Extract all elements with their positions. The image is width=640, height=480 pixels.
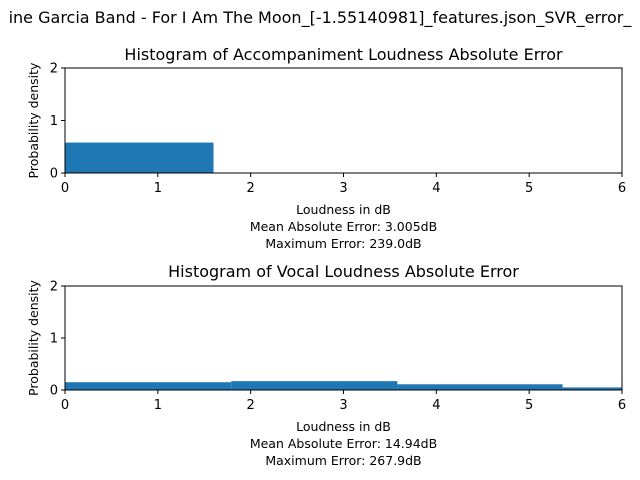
- vocal-histogram-panel: Histogram of Vocal Loudness Absolute Err…: [26, 262, 626, 468]
- vocal-ytick-label-2: 2: [50, 280, 58, 295]
- vocal-xtick-label-3: 3: [339, 398, 347, 413]
- vocal-xlabel-line-1: Mean Absolute Error: 14.94dB: [250, 436, 437, 451]
- accompaniment-xtick-label-2: 2: [247, 181, 255, 196]
- vocal-ylabel: Probability density: [26, 279, 41, 395]
- accompaniment-xtick-label-6: 6: [618, 181, 626, 196]
- vocal-xtick-label-6: 6: [618, 398, 626, 413]
- vocal-bars: [65, 381, 622, 390]
- vocal-xtick-label-0: 0: [61, 398, 69, 413]
- accompaniment-histogram-panel: Histogram of Accompaniment Loudness Abso…: [26, 45, 626, 251]
- vocal-xtick-label-5: 5: [525, 398, 533, 413]
- vocal-xtick-label-4: 4: [432, 398, 440, 413]
- vocal-xlabel-line-0: Loudness in dB: [296, 419, 391, 434]
- vocal-bar-1: [231, 381, 398, 390]
- accompaniment-xtick-label-3: 3: [339, 181, 347, 196]
- vocal-ytick-label-1: 1: [50, 332, 58, 347]
- accompaniment-ytick-label-1: 1: [50, 114, 58, 129]
- accompaniment-bar-0: [65, 142, 214, 173]
- vocal-title: Histogram of Vocal Loudness Absolute Err…: [168, 262, 519, 281]
- accompaniment-ytick-label-0: 0: [50, 167, 58, 182]
- vocal-ytick-label-0: 0: [50, 384, 58, 399]
- vocal-xtick-label-1: 1: [154, 398, 162, 413]
- accompaniment-xtick-label-0: 0: [61, 181, 69, 196]
- accompaniment-xlabel-line-1: Mean Absolute Error: 3.005dB: [250, 219, 437, 234]
- accompaniment-xlabel-line-0: Loudness in dB: [296, 202, 391, 217]
- accompaniment-xlabel-line-2: Maximum Error: 239.0dB: [265, 236, 421, 251]
- vocal-bar-2: [397, 384, 563, 390]
- vocal-xlabel-line-2: Maximum Error: 267.9dB: [265, 453, 421, 468]
- vocal-xtick-label-2: 2: [247, 398, 255, 413]
- vocal-bar-0: [65, 382, 232, 390]
- accompaniment-ytick-label-2: 2: [50, 62, 58, 77]
- accompaniment-xtick-label-1: 1: [154, 181, 162, 196]
- figure-suptitle: ine Garcia Band - For I Am The Moon_[-1.…: [9, 8, 633, 28]
- accompaniment-bars: [65, 142, 214, 173]
- accompaniment-xtick-label-5: 5: [525, 181, 533, 196]
- accompaniment-title: Histogram of Accompaniment Loudness Abso…: [124, 45, 563, 64]
- accompaniment-xtick-label-4: 4: [432, 181, 440, 196]
- vocal-bar-3: [562, 387, 622, 390]
- accompaniment-ylabel: Probability density: [26, 62, 41, 178]
